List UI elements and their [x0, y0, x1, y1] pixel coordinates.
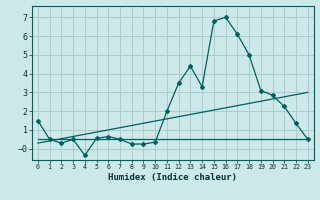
- X-axis label: Humidex (Indice chaleur): Humidex (Indice chaleur): [108, 173, 237, 182]
